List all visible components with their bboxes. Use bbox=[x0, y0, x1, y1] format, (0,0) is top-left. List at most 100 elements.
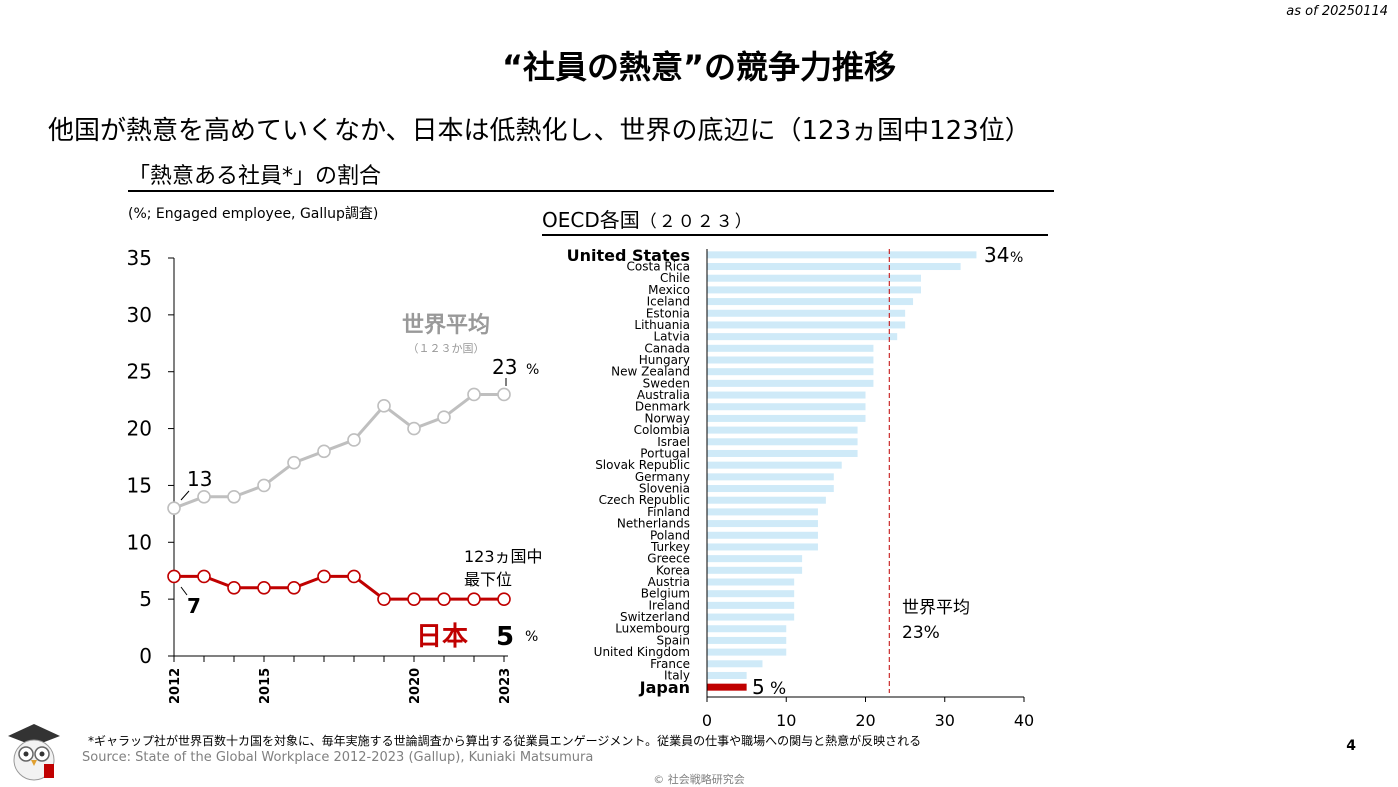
section-divider bbox=[128, 190, 1054, 192]
bar-switzerland bbox=[707, 613, 795, 621]
bar-italy bbox=[707, 671, 747, 679]
source-note: Source: State of the Global Workplace 20… bbox=[82, 750, 594, 765]
copyright: © 社会戦略研究会 bbox=[653, 773, 745, 786]
bar-category-label: Luxembourg bbox=[615, 622, 690, 636]
bar-latvia bbox=[707, 333, 898, 341]
bar-mexico bbox=[707, 286, 921, 294]
bar-x-tick-label: 0 bbox=[702, 711, 712, 730]
bar-iceland bbox=[707, 298, 914, 306]
line-point-0 bbox=[197, 489, 211, 504]
bar-denmark bbox=[707, 403, 866, 411]
bar-finland bbox=[707, 508, 818, 516]
line-point-1 bbox=[437, 592, 451, 606]
line-point-1 bbox=[407, 592, 421, 606]
bar-czech-republic bbox=[707, 496, 826, 504]
line-point-1 bbox=[287, 580, 301, 595]
bar-norway bbox=[707, 414, 866, 422]
bar-category-label: Hungary bbox=[639, 353, 690, 367]
bar-ireland bbox=[707, 601, 795, 609]
world-end-unit: % bbox=[526, 362, 539, 378]
oecd-divider bbox=[542, 234, 1048, 236]
bar-category-label: Costa Rica bbox=[627, 260, 690, 274]
bar-lithuania bbox=[707, 321, 906, 329]
line-point-0 bbox=[467, 387, 481, 402]
bar-turkey bbox=[707, 543, 818, 551]
line-point-0 bbox=[257, 478, 271, 493]
bar-korea bbox=[707, 566, 803, 574]
bar-netherlands bbox=[707, 520, 818, 528]
line-point-0 bbox=[377, 399, 391, 413]
line-y-tick-label: 30 bbox=[127, 303, 152, 327]
world-end-label: 23 bbox=[492, 355, 517, 379]
japan-end-unit: % bbox=[525, 629, 538, 645]
bar-category-label: Slovak Republic bbox=[595, 458, 690, 472]
bar-category-label: Canada bbox=[644, 341, 690, 355]
bar-united-states bbox=[707, 251, 977, 259]
line-y-tick-label: 25 bbox=[127, 360, 152, 384]
bar-category-label: New Zealand bbox=[611, 365, 690, 379]
bar-x-tick-label: 40 bbox=[1014, 711, 1034, 730]
bar-category-label: Austria bbox=[648, 575, 690, 589]
oecd-chart-title-year: （２０２３） bbox=[639, 212, 754, 232]
japan-end-label: 5 bbox=[496, 622, 514, 652]
bar-colombia bbox=[707, 426, 858, 434]
bar-category-label: Slovenia bbox=[639, 482, 690, 496]
line-point-1 bbox=[197, 569, 211, 584]
bar-luxembourg bbox=[707, 625, 787, 633]
bar-category-label: Belgium bbox=[641, 587, 690, 601]
bar-category-label: Germany bbox=[635, 470, 690, 484]
page-title: “社員の熱意”の競争力推移 bbox=[501, 48, 897, 86]
bar-united-kingdom bbox=[707, 648, 787, 656]
line-y-tick-label: 15 bbox=[127, 473, 152, 497]
bar-spain bbox=[707, 636, 787, 644]
bar-category-label: Portugal bbox=[640, 446, 690, 460]
line-series-1 bbox=[174, 574, 504, 601]
bar-costa-rica bbox=[707, 263, 961, 271]
bar-category-label: Estonia bbox=[646, 306, 690, 320]
bar-category-label: Denmark bbox=[635, 400, 690, 414]
bar-poland bbox=[707, 531, 818, 539]
line-y-tick-label: 35 bbox=[127, 246, 152, 270]
bar-hungary bbox=[707, 356, 874, 364]
bar-sweden bbox=[707, 379, 874, 387]
world-series-label: 世界平均 bbox=[402, 312, 490, 338]
world-start-label: 13 bbox=[187, 467, 212, 491]
bar-category-label: Turkey bbox=[650, 540, 690, 554]
line-y-tick-label: 0 bbox=[139, 644, 152, 668]
line-point-0 bbox=[437, 410, 451, 425]
line-point-1 bbox=[347, 569, 361, 584]
line-x-tick-label: 2023 bbox=[498, 668, 513, 704]
bar-estonia bbox=[707, 309, 906, 317]
oecd-chart-title: OECD各国（２０２３） bbox=[542, 204, 754, 233]
unit-note: (%; Engaged employee, Gallup調査) bbox=[128, 206, 379, 222]
bar-category-label: Latvia bbox=[653, 330, 690, 344]
line-point-1 bbox=[467, 592, 481, 606]
line-point-1 bbox=[227, 580, 241, 595]
page-number: 4 bbox=[1346, 738, 1356, 754]
line-x-tick-label: 2015 bbox=[258, 668, 273, 704]
japan-start-label: 7 bbox=[187, 594, 201, 618]
owl-logo-icon bbox=[8, 724, 60, 781]
bar-category-label: Sweden bbox=[643, 376, 690, 390]
bar-category-label: Poland bbox=[650, 528, 690, 542]
line-point-1 bbox=[257, 580, 271, 595]
line-x-tick-label: 2020 bbox=[408, 668, 423, 704]
bar-belgium bbox=[707, 590, 795, 598]
world-average-value: 23% bbox=[902, 623, 940, 643]
japan-series-label: 日本 bbox=[416, 622, 468, 652]
japan-start-leader bbox=[180, 586, 188, 596]
line-series-0 bbox=[173, 392, 504, 510]
bar-x-tick-label: 10 bbox=[776, 711, 796, 730]
bar-category-label: Korea bbox=[656, 563, 690, 577]
world-start-leader bbox=[180, 490, 190, 501]
bar-category-label: Australia bbox=[637, 388, 690, 402]
line-point-0 bbox=[317, 444, 331, 459]
bar-category-label: Finland bbox=[647, 505, 690, 519]
line-point-0 bbox=[227, 489, 241, 504]
bar-canada bbox=[707, 344, 874, 352]
bar-austria bbox=[707, 578, 795, 586]
japan-value-label: 5 bbox=[752, 675, 765, 699]
bar-portugal bbox=[707, 449, 858, 457]
bar-israel bbox=[707, 438, 858, 446]
bar-slovak-republic bbox=[707, 461, 842, 469]
